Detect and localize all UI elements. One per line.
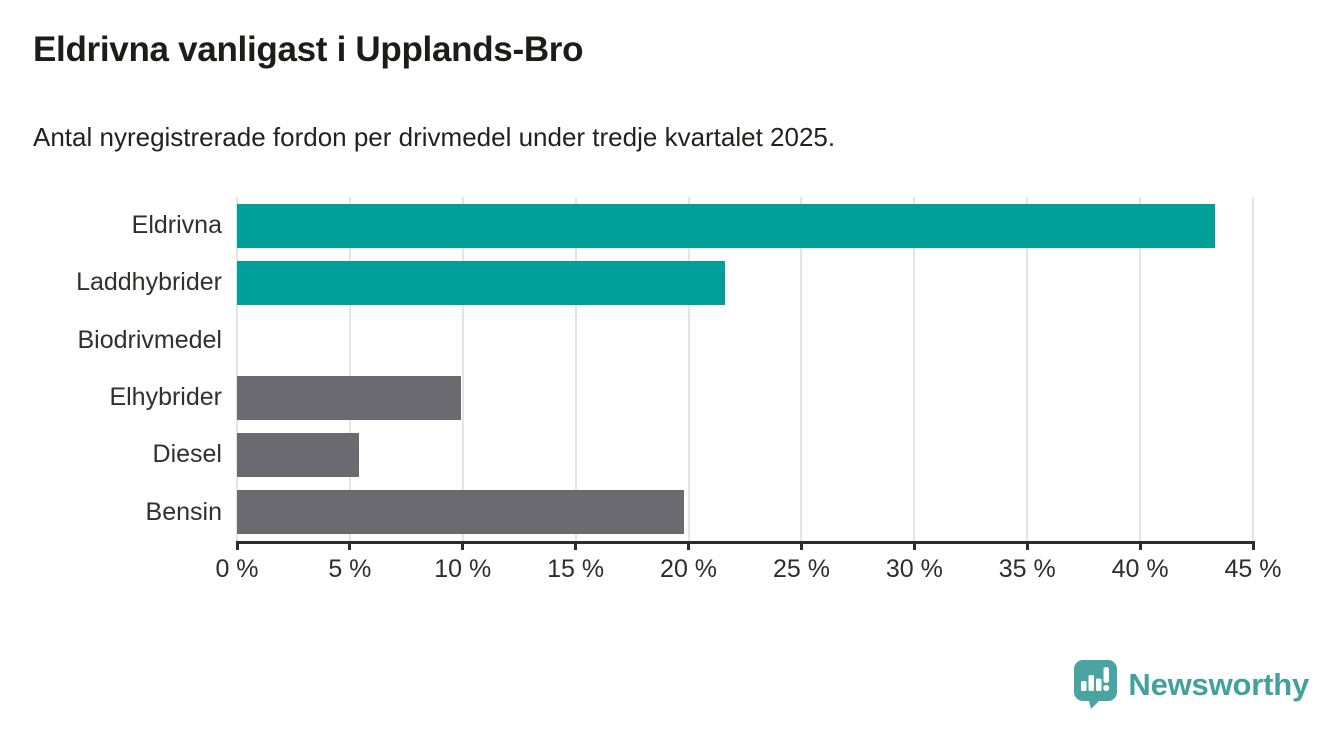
gridline <box>461 197 464 541</box>
category-label: Elhybrider <box>109 383 222 412</box>
gridline <box>913 197 916 541</box>
bar <box>237 433 359 477</box>
x-axis-tick-label: 25 % <box>772 555 830 583</box>
x-axis-tick-label: 0 % <box>215 555 259 583</box>
chart-title: Eldrivna vanligast i Upplands-Bro <box>33 30 584 69</box>
x-axis-tick <box>1138 541 1142 550</box>
x-axis-tick-label: 5 % <box>328 555 372 583</box>
x-axis-tick-label: 10 % <box>434 555 492 583</box>
x-axis-line <box>236 541 1254 544</box>
gridline <box>687 197 690 541</box>
x-axis-tick <box>348 541 352 550</box>
newsworthy-logo: Newsworthy <box>1074 660 1309 709</box>
bar <box>237 375 461 420</box>
bar <box>237 261 725 305</box>
x-axis-tick-label: 30 % <box>885 555 943 583</box>
gridline <box>1026 197 1029 541</box>
x-axis-tick <box>235 541 239 550</box>
gridline <box>574 197 577 541</box>
gridline <box>1139 197 1142 541</box>
category-label: Diesel <box>152 440 222 469</box>
category-label: Biodrivmedel <box>77 325 222 354</box>
x-axis-tick <box>687 541 691 550</box>
newsworthy-logo-text: Newsworthy <box>1128 666 1309 702</box>
gridline <box>348 197 351 541</box>
x-axis-tick <box>912 541 916 550</box>
x-axis-tick-label: 35 % <box>998 555 1056 583</box>
x-axis-tick-label: 20 % <box>660 555 718 583</box>
category-label: Eldrivna <box>131 211 222 240</box>
x-axis-tick <box>1251 541 1255 550</box>
gridline <box>800 197 803 541</box>
x-axis-tick-label: 15 % <box>547 555 605 583</box>
gridline <box>1252 197 1254 541</box>
x-axis-tick-label: 40 % <box>1111 555 1169 583</box>
x-axis-tick <box>1025 541 1029 550</box>
x-axis-tick-label: 45 % <box>1224 555 1282 583</box>
category-label: Laddhybrider <box>76 268 222 297</box>
category-label: Bensin <box>145 497 222 526</box>
x-axis-tick <box>461 541 465 550</box>
bar <box>237 203 1215 248</box>
x-axis-tick <box>574 541 578 550</box>
bar-chart-plot-area: 0 % 5 % 10 % 15 % 20 % 25 % 30 % 35 % 40 % 45 % El… <box>76 197 1282 583</box>
gridline <box>236 197 238 541</box>
newsworthy-logo-icon <box>1074 660 1118 709</box>
chart-subtitle: Antal nyregistrerade fordon per drivmede… <box>33 122 836 152</box>
bar <box>237 490 685 535</box>
x-axis-tick <box>799 541 803 550</box>
